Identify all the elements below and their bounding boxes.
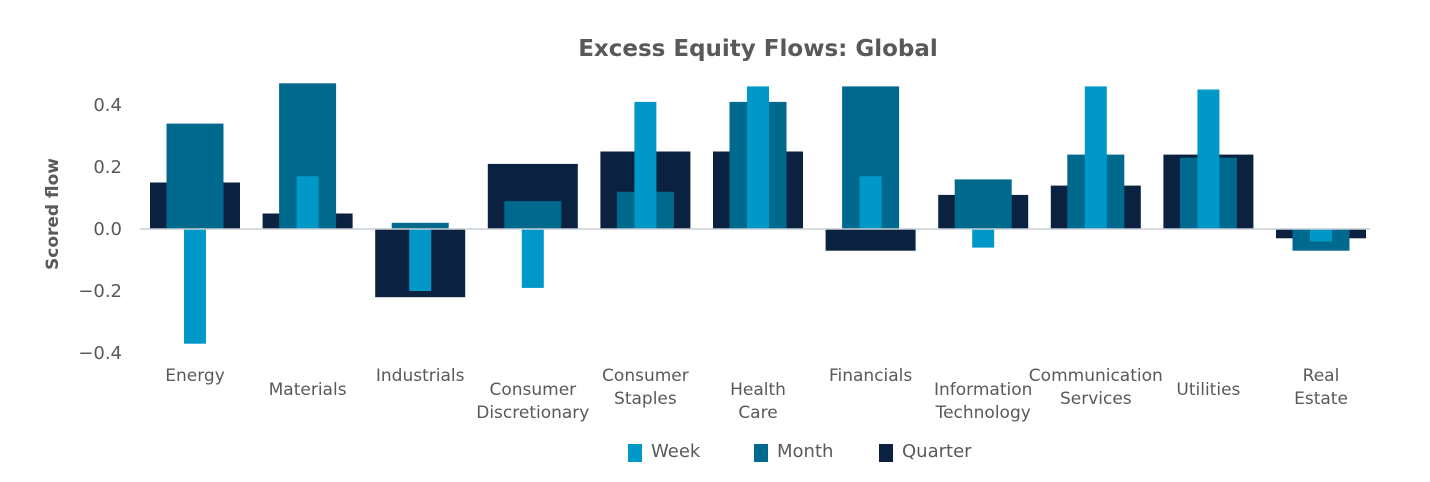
category-label: Energy (165, 366, 225, 386)
bar-week (972, 229, 995, 248)
bar-week (1310, 229, 1332, 242)
bar-week (747, 86, 769, 230)
category-label: Services (1060, 389, 1132, 409)
legend-label-week: Week (651, 441, 701, 462)
category-label: Care (738, 403, 777, 423)
category-label: Utilities (1176, 380, 1240, 400)
bar-quarter (825, 229, 916, 251)
category-label: Communication (1029, 366, 1163, 386)
category-label: Estate (1294, 389, 1348, 409)
category-label: Information (934, 380, 1032, 400)
legend: Week Month Quarter (628, 441, 972, 462)
category-label: Staples (614, 389, 677, 409)
category-label: Consumer (602, 366, 689, 386)
y-axis-label: Scored flow (43, 158, 63, 270)
category-label: Consumer (489, 380, 576, 400)
category-label: Health (730, 380, 786, 400)
legend-swatch-week (628, 444, 642, 462)
bar-week (409, 229, 432, 291)
category-label: Financials (829, 366, 912, 386)
category-label: Industrials (376, 366, 465, 386)
legend-swatch-quarter (879, 444, 893, 462)
bar-week (859, 176, 882, 229)
bar-month (504, 201, 562, 229)
bar-week (1084, 86, 1107, 230)
y-tick-label: −0.4 (78, 343, 122, 364)
bar-week (296, 176, 319, 229)
category-labels: Energy Materials Industrials Consumer Discre… (165, 366, 1348, 423)
bar-month (391, 222, 449, 229)
y-tick-label: 0.2 (93, 157, 122, 178)
legend-swatch-month (754, 444, 768, 462)
bar-month (954, 179, 1012, 229)
category-label: Technology (935, 403, 1031, 423)
legend-label-month: Month (777, 441, 833, 462)
bar-week (1197, 89, 1220, 229)
category-label: Discretionary (476, 403, 589, 423)
y-axis-ticks: 0.4 0.2 0.0 −0.2 −0.4 (78, 95, 122, 364)
category-label: Materials (269, 380, 347, 400)
bar-month (166, 123, 224, 229)
bar-week (634, 101, 657, 229)
legend-label-quarter: Quarter (902, 441, 972, 462)
category-label: Real (1303, 366, 1340, 386)
y-tick-label: −0.2 (78, 281, 122, 302)
bars-group (140, 83, 1370, 344)
chart-title: Excess Equity Flows: Global (578, 36, 938, 62)
y-tick-label: 0.4 (93, 95, 122, 116)
bar-week (184, 229, 206, 344)
y-tick-label: 0.0 (93, 219, 122, 240)
bar-week (521, 229, 544, 288)
